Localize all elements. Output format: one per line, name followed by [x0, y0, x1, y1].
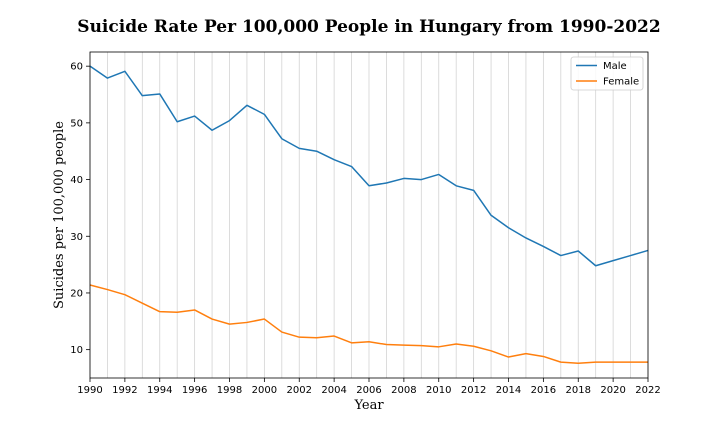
data-point-female-2021: [629, 361, 631, 363]
x-tick-label-2008: 2008: [391, 385, 416, 396]
x-tick-label-2018: 2018: [566, 385, 591, 396]
data-point-female-1991: [106, 288, 108, 290]
y-tick-label-60: 60: [70, 62, 83, 73]
series-line-female: [89, 284, 648, 365]
y-tick-label-10: 10: [70, 345, 83, 356]
x-tick-label-2002: 2002: [287, 385, 312, 396]
x-tick-label-2000: 2000: [252, 385, 277, 396]
data-point-female-2018: [577, 362, 579, 364]
data-point-female-2003: [315, 337, 317, 339]
x-tick-label-2004: 2004: [321, 385, 346, 396]
data-point-female-1993: [141, 302, 143, 304]
data-point-female-2020: [612, 361, 614, 363]
data-point-female-2006: [368, 341, 370, 343]
data-point-male-2019: [594, 265, 596, 267]
data-point-male-2010: [438, 173, 440, 175]
x-tick-label-2016: 2016: [531, 385, 556, 396]
data-point-female-2008: [403, 344, 405, 346]
x-tick-label-2010: 2010: [426, 385, 451, 396]
legend-label-female: Female: [603, 77, 639, 88]
data-point-female-2013: [490, 350, 492, 352]
data-point-female-2014: [507, 356, 509, 358]
data-point-male-2014: [507, 227, 509, 229]
data-point-male-2007: [385, 182, 387, 184]
data-point-male-1996: [193, 115, 195, 117]
x-axis: 1990 1992 1994 1996 1998 2000 2002 2004 2006 2008…: [77, 378, 661, 396]
x-tick-label-1998: 1998: [217, 385, 242, 396]
data-point-female-2002: [298, 336, 300, 338]
data-point-female-2015: [525, 352, 527, 354]
data-point-female-2004: [333, 335, 335, 337]
data-point-female-1994: [159, 310, 161, 312]
data-point-male-2012: [472, 189, 474, 191]
data-point-female-2009: [420, 344, 422, 346]
data-point-female-2011: [455, 343, 457, 345]
data-point-female-1999: [246, 321, 248, 323]
data-point-male-1997: [211, 129, 213, 131]
data-point-male-2009: [420, 178, 422, 180]
data-point-male-2002: [298, 147, 300, 149]
data-point-female-2012: [472, 345, 474, 347]
data-point-male-1994: [159, 93, 161, 95]
data-point-male-1993: [141, 94, 143, 96]
data-point-male-2005: [350, 165, 352, 167]
data-point-male-2021: [629, 254, 631, 256]
x-tick-label-2014: 2014: [496, 385, 521, 396]
data-point-female-1996: [193, 309, 195, 311]
data-point-male-1999: [246, 104, 248, 106]
chart-title: Suicide Rate Per 100,000 People in Hunga…: [77, 17, 660, 37]
data-point-female-2016: [542, 355, 544, 357]
x-tick-label-2006: 2006: [356, 385, 381, 396]
data-point-male-2017: [560, 254, 562, 256]
data-point-male-2015: [525, 237, 527, 239]
x-tick-label-1996: 1996: [182, 385, 207, 396]
data-point-female-2005: [350, 342, 352, 344]
data-point-female-2019: [594, 361, 596, 363]
series-lines: [89, 65, 649, 365]
data-point-female-2017: [560, 361, 562, 363]
x-axis-label: Year: [353, 398, 384, 413]
data-point-male-2020: [612, 259, 614, 261]
data-point-female-1997: [211, 318, 213, 320]
data-point-male-2006: [368, 185, 370, 187]
data-point-male-1998: [228, 119, 230, 121]
x-tick-label-1992: 1992: [112, 385, 137, 396]
data-point-male-2013: [490, 214, 492, 216]
legend-label-male: Male: [603, 61, 627, 72]
data-point-female-2001: [281, 331, 283, 333]
data-point-male-1992: [124, 70, 126, 72]
x-tick-label-2012: 2012: [461, 385, 486, 396]
data-point-male-1995: [176, 121, 178, 123]
x-tick-label-1994: 1994: [147, 385, 172, 396]
data-point-male-2018: [577, 250, 579, 252]
data-point-male-2008: [403, 177, 405, 179]
data-point-male-2000: [263, 113, 265, 115]
data-point-male-2011: [455, 185, 457, 187]
data-point-male-1991: [106, 77, 108, 79]
x-tick-label-2020: 2020: [600, 385, 625, 396]
y-tick-label-30: 30: [70, 232, 83, 243]
y-axis-label: Suicides per 100,000 people: [52, 121, 67, 309]
data-point-female-1998: [228, 323, 230, 325]
legend: Male Female: [570, 56, 644, 91]
data-point-female-2010: [438, 346, 440, 348]
y-axis: 10 20 30 40 50 60: [70, 62, 90, 356]
data-point-male-2004: [333, 159, 335, 161]
data-point-male-2001: [281, 138, 283, 140]
data-point-female-2007: [385, 343, 387, 345]
y-tick-label-50: 50: [70, 118, 83, 129]
series-line-male: [89, 65, 649, 267]
y-tick-label-20: 20: [70, 288, 83, 299]
x-tick-label-2022: 2022: [635, 385, 660, 396]
data-point-male-2003: [315, 150, 317, 152]
x-gridlines: [89, 52, 649, 378]
data-point-female-2000: [263, 318, 265, 320]
data-point-female-1992: [124, 293, 126, 295]
x-tick-label-1990: 1990: [77, 385, 102, 396]
data-point-male-2016: [542, 245, 544, 247]
y-tick-label-40: 40: [70, 175, 83, 186]
data-point-female-1995: [176, 311, 178, 313]
